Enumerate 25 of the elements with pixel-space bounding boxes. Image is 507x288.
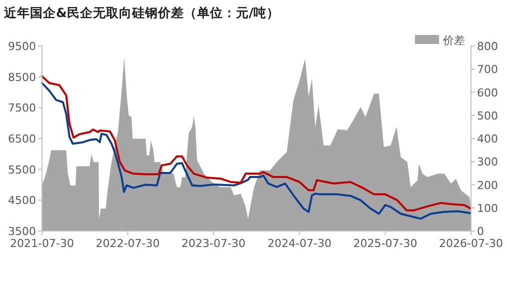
y2-tick-label: 0: [477, 225, 484, 238]
x-tick-label: 2024-07-30: [268, 237, 332, 250]
y-tick-label: 9500: [8, 40, 36, 53]
y-tick-label: 3500: [8, 225, 36, 238]
y-tick-label: 5500: [8, 163, 36, 176]
y2-tick-label: 500: [477, 109, 498, 122]
y2-tick-label: 300: [477, 156, 498, 169]
y-tick-label: 6500: [8, 132, 36, 146]
y2-tick-label: 100: [477, 202, 498, 215]
y-tick-label: 8500: [8, 70, 36, 84]
x-tick-label: 2022-07-30: [96, 237, 160, 250]
y2-tick-label: 200: [477, 178, 498, 192]
y-tick-label: 7500: [8, 102, 36, 115]
legend: 价差: [415, 34, 465, 47]
y2-tick-label: 800: [477, 40, 498, 53]
x-tick-label: 2026-07-30: [439, 237, 503, 250]
x-tick-label: 2023-07-30: [182, 237, 246, 250]
x-tick-label: 2021-07-30: [10, 237, 74, 250]
chart-title: 近年国企&民企无取向硅钢价差（单位：元/吨）: [3, 5, 280, 20]
y-tick-label: 4500: [8, 194, 36, 208]
x-tick-label: 2025-07-30: [353, 237, 418, 250]
y2-tick-label: 600: [477, 86, 498, 100]
legend-label: 价差: [442, 34, 465, 47]
y2-tick-label: 400: [477, 132, 498, 146]
y2-tick-label: 700: [477, 63, 498, 76]
